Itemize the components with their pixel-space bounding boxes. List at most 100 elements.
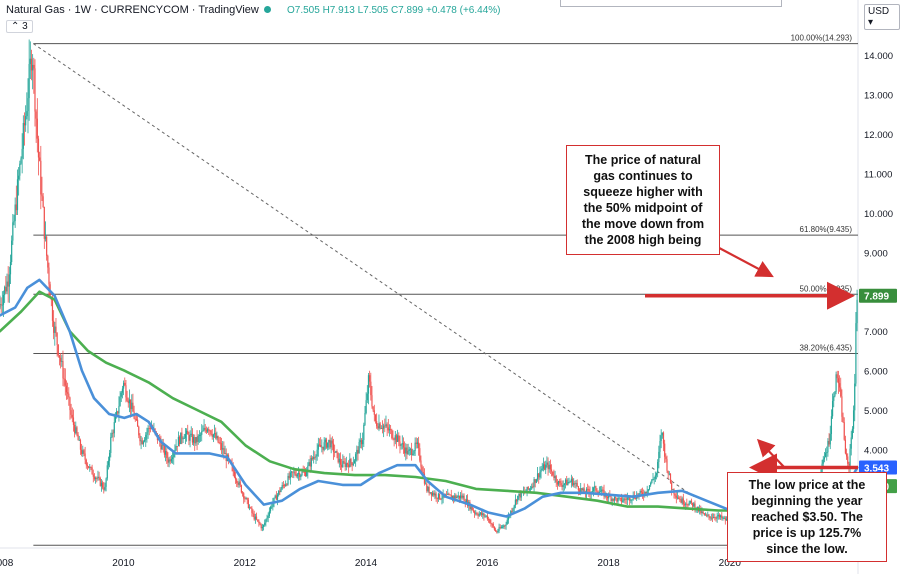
- candle-body: [127, 400, 129, 404]
- candle-body: [615, 496, 617, 499]
- candle-body: [854, 383, 856, 411]
- candle-body: [254, 516, 256, 520]
- candle-body: [81, 449, 83, 454]
- candle-body: [506, 519, 508, 525]
- candle-body: [376, 421, 378, 427]
- candle-body: [8, 274, 10, 287]
- fib-level-label: 38.20%(6.435): [800, 343, 853, 352]
- candle-body: [647, 489, 649, 491]
- candle-body: [107, 460, 110, 466]
- candle-body: [426, 483, 428, 491]
- candle-body: [624, 498, 626, 500]
- candle-body: [217, 436, 219, 443]
- candle-body: [30, 58, 33, 71]
- candle-body: [116, 411, 118, 417]
- x-tick-label: 2012: [234, 558, 257, 569]
- candle-body: [413, 450, 415, 454]
- candle-body: [224, 453, 226, 454]
- candle-body: [373, 410, 375, 415]
- currency-selector[interactable]: USD ▾: [864, 4, 900, 30]
- candle-body: [828, 440, 830, 445]
- candle-body: [402, 443, 405, 448]
- candle-body: [555, 476, 557, 482]
- candle-body: [639, 490, 641, 494]
- candle-body: [138, 426, 140, 436]
- candle-body: [218, 442, 220, 444]
- candle-body: [334, 452, 336, 453]
- candle-body: [43, 207, 45, 239]
- candle-body: [679, 499, 681, 500]
- candle-body: [575, 482, 577, 484]
- candle-body: [547, 462, 549, 470]
- fib-level-label: 50.00%(7.935): [800, 284, 853, 293]
- candle-body: [126, 397, 128, 401]
- arrow-callout-to-low: [756, 438, 786, 469]
- candle-body: [311, 457, 314, 459]
- candle-body: [450, 494, 452, 499]
- candle-body: [2, 295, 5, 305]
- indicators-collapse-toggle[interactable]: ⌃ 3: [6, 20, 33, 33]
- candle-body: [640, 490, 642, 493]
- candle-body: [189, 435, 191, 441]
- candle-body: [331, 440, 333, 444]
- candle-body: [142, 441, 145, 445]
- candle-body: [648, 485, 651, 490]
- candle-body: [175, 446, 177, 451]
- candle-body: [245, 497, 247, 499]
- candle-body: [569, 481, 571, 483]
- candle-body: [552, 471, 554, 476]
- candle-body: [288, 475, 290, 479]
- candle-body: [190, 433, 192, 436]
- candle-body: [599, 491, 602, 493]
- candle-body: [62, 361, 64, 379]
- candle-body: [493, 526, 496, 530]
- candle-body: [37, 138, 40, 158]
- candle-body: [658, 451, 660, 463]
- candle-body: [592, 487, 595, 491]
- candle-body: [718, 514, 721, 518]
- candle-body: [250, 507, 252, 509]
- candle-body: [132, 402, 134, 412]
- candle-body: [41, 194, 43, 197]
- y-tick-label: 12.000: [864, 130, 893, 141]
- candle-body: [834, 391, 836, 397]
- candle-body: [194, 437, 196, 444]
- candle-body: [369, 375, 371, 382]
- candle-body: [280, 488, 282, 492]
- candle-body: [367, 375, 370, 394]
- moving-average-slow-line: [0, 290, 859, 512]
- candle-body: [266, 517, 268, 520]
- candle-body: [594, 486, 596, 488]
- candle-body: [278, 490, 280, 495]
- candle-body: [181, 432, 183, 439]
- candle-body: [300, 475, 302, 478]
- candle-body: [422, 472, 424, 474]
- candle-body: [416, 442, 419, 444]
- candle-body: [271, 506, 273, 508]
- candle-body: [289, 472, 291, 479]
- candle-body: [292, 471, 294, 473]
- candle-body: [527, 486, 529, 490]
- candle-body: [566, 479, 568, 486]
- candle-body: [123, 382, 125, 389]
- candle-body: [110, 437, 112, 453]
- candle-body: [15, 204, 17, 211]
- candle-body: [471, 506, 473, 511]
- candle-body: [33, 64, 35, 69]
- candle-body: [446, 494, 448, 496]
- candle-body: [667, 470, 669, 474]
- candle-body: [293, 471, 295, 473]
- y-tick-label: 14.000: [864, 51, 893, 62]
- candle-body: [415, 442, 417, 444]
- candle-body: [248, 507, 251, 509]
- symbol-title[interactable]: Natural Gas · 1W · CURRENCYCOM · Trading…: [6, 4, 259, 16]
- candle-body: [578, 490, 581, 492]
- candle-body: [265, 519, 267, 523]
- candle-body: [268, 511, 270, 516]
- candle-body: [23, 122, 26, 126]
- candle-body: [322, 446, 324, 450]
- candle-body: [432, 492, 434, 496]
- y-tick-label: 4.000: [864, 445, 888, 456]
- candle-body: [213, 432, 216, 435]
- candle-body: [419, 448, 421, 461]
